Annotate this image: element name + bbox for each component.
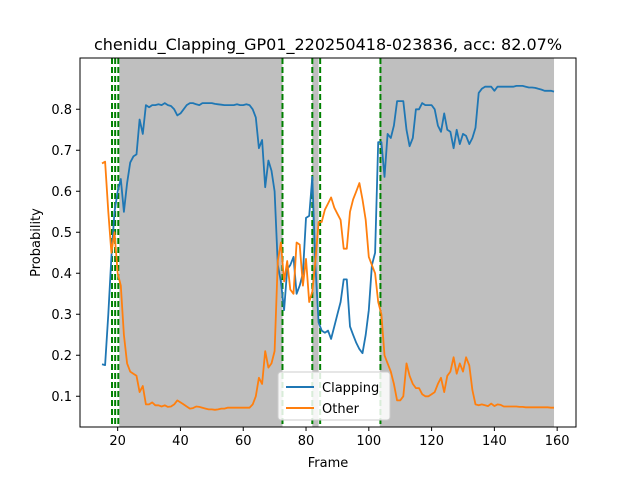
x-tick-label: 100 <box>356 434 381 449</box>
y-tick-label: 0.7 <box>51 144 72 159</box>
x-tick-label: 160 <box>545 434 570 449</box>
y-tick-label: 0.2 <box>51 349 72 364</box>
y-tick-label: 0.1 <box>51 390 72 405</box>
y-axis-ticks: 0.1 0.2 0.3 0.4 0.5 0.6 0.7 0.8 <box>51 103 80 405</box>
x-axis-ticks: 20 40 60 80 100 120 140 160 <box>109 427 570 449</box>
series-line-clapping <box>101 85 555 367</box>
series-lines <box>101 85 555 411</box>
x-tick-label: 20 <box>109 434 126 449</box>
series-line-other <box>101 160 554 411</box>
plot-frame <box>79 57 577 428</box>
y-axis-title: Probability <box>29 208 44 277</box>
y-tick-label: 0.6 <box>51 185 72 200</box>
legend-label-other: Other <box>322 402 360 417</box>
x-tick-label: 80 <box>298 434 315 449</box>
y-tick-label: 0.5 <box>51 226 72 241</box>
shaded-region-0 <box>119 58 283 427</box>
chart-title: chenidu_Clapping_GP01_220250418-023836, … <box>94 35 562 55</box>
x-tick-label: 60 <box>235 434 252 449</box>
x-axis-title: Frame <box>308 456 349 471</box>
legend: Clapping Other <box>277 371 391 421</box>
legend-label-clapping: Clapping <box>322 381 379 396</box>
x-tick-label: 120 <box>419 434 444 449</box>
y-tick-label: 0.8 <box>51 103 72 118</box>
x-tick-label: 40 <box>172 434 189 449</box>
y-tick-label: 0.3 <box>51 308 72 323</box>
y-tick-label: 0.4 <box>51 267 72 282</box>
x-tick-label: 140 <box>482 434 507 449</box>
shaded-region-2 <box>379 58 555 427</box>
